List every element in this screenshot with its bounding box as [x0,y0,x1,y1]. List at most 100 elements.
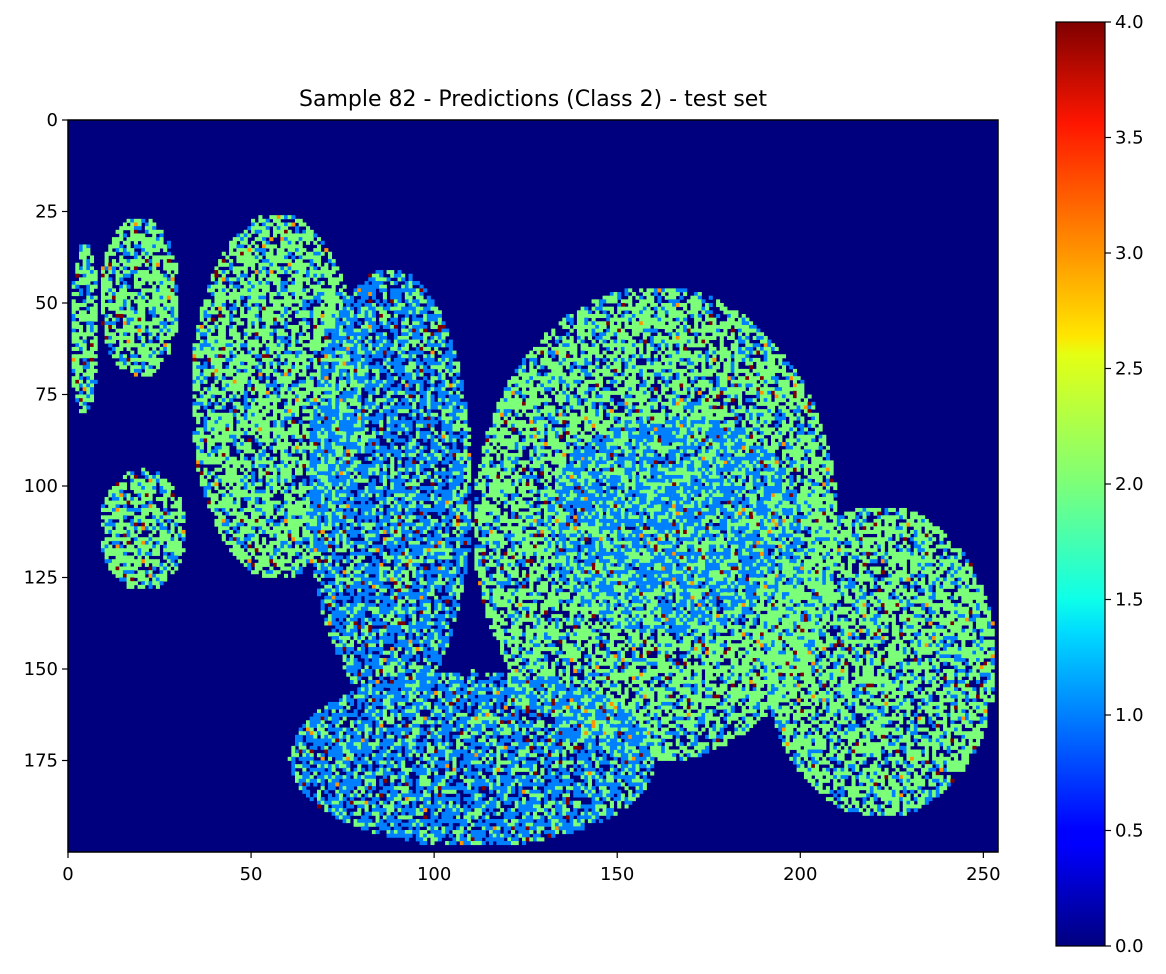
heatmap-cell [123,321,127,325]
heatmap-cell [251,431,255,435]
heatmap-cell [200,354,204,358]
heatmap-cell [123,266,127,270]
heatmap-cell [284,435,288,439]
heatmap-cell [211,351,215,355]
heatmap-cell [229,431,233,435]
heatmap-cell [255,438,259,442]
heatmap-cell [218,270,222,274]
heatmap-cell [262,358,266,362]
heatmap-cell [273,438,277,442]
heatmap-cell [251,413,255,417]
heatmap-cell [236,332,240,336]
heatmap-cell [214,512,218,516]
heatmap-cell [229,299,233,303]
heatmap-cell [317,332,321,336]
heatmap-cell [233,351,237,355]
heatmap-cell [101,285,105,289]
heatmap-cell [149,581,153,585]
heatmap-cell [416,347,420,351]
heatmap-cell [108,299,112,303]
heatmap-cell [258,255,262,259]
heatmap-cell [427,358,431,362]
heatmap-cell [247,365,251,369]
heatmap-cell [145,471,149,475]
heatmap-cell [225,446,229,450]
heatmap-cell [398,288,402,292]
heatmap-cell [332,329,336,333]
heatmap-cell [72,369,76,373]
heatmap-cell [108,545,112,549]
heatmap-cell [236,376,240,380]
heatmap-cell [236,420,240,424]
heatmap-cell [299,266,303,270]
heatmap-cell [354,292,358,296]
heatmap-cell [134,277,138,281]
heatmap-cell [277,435,281,439]
heatmap-cell [299,373,303,377]
heatmap-cell [141,329,145,333]
heatmap-cell [149,329,153,333]
heatmap-cell [138,347,142,351]
heatmap-cell [266,259,270,263]
heatmap-cell [299,292,303,296]
heatmap-cell [299,567,303,571]
heatmap-cell [394,321,398,325]
heatmap-cell [236,490,240,494]
heatmap-cell [211,329,215,333]
heatmap-cell [134,541,138,545]
heatmap-cell [108,292,112,296]
heatmap-cell [75,384,79,388]
heatmap-cell [277,340,281,344]
heatmap-cell [255,380,259,384]
heatmap-cell [218,457,222,461]
heatmap-cell [361,325,365,329]
heatmap-cell [266,369,270,373]
heatmap-cell [255,362,259,366]
heatmap-cell [214,482,218,486]
heatmap-cell [299,402,303,406]
heatmap-cell [156,343,160,347]
heatmap-cell [229,501,233,505]
heatmap-cell [218,263,222,267]
heatmap-cell [75,395,79,399]
heatmap-cell [222,493,226,497]
heatmap-cell [174,263,178,267]
heatmap-cell [141,248,145,252]
heatmap-cell [361,358,365,362]
heatmap-cell [174,512,178,516]
heatmap-cell [83,347,87,351]
heatmap-cell [284,230,288,234]
heatmap-cell [324,343,328,347]
heatmap-cell [434,307,438,311]
heatmap-cell [416,321,420,325]
heatmap-cell [127,559,131,563]
heatmap-cell [350,310,354,314]
heatmap-cell [324,296,328,300]
heatmap-cell [138,310,142,314]
heatmap-cell [328,292,332,296]
heatmap-cell [138,281,142,285]
heatmap-cell [306,241,310,245]
heatmap-cell [313,321,317,325]
heatmap-cell [398,303,402,307]
heatmap-cell [269,277,273,281]
heatmap-cell [240,457,244,461]
heatmap-cell [328,277,332,281]
heatmap-cell [247,252,251,256]
heatmap-cell [299,384,303,388]
heatmap-cell [174,314,178,318]
heatmap-cell [291,347,295,351]
heatmap-cell [277,512,281,516]
heatmap-cell [247,343,251,347]
heatmap-cell [90,318,94,322]
heatmap-cell [280,373,284,377]
heatmap-cell [258,490,262,494]
heatmap-cell [277,563,281,567]
heatmap-cell [324,310,328,314]
heatmap-cell [277,215,281,219]
heatmap-cell [233,486,237,490]
heatmap-cell [218,405,222,409]
heatmap-cell [156,563,160,567]
heatmap-cell [255,336,259,340]
heatmap-cell [295,471,299,475]
